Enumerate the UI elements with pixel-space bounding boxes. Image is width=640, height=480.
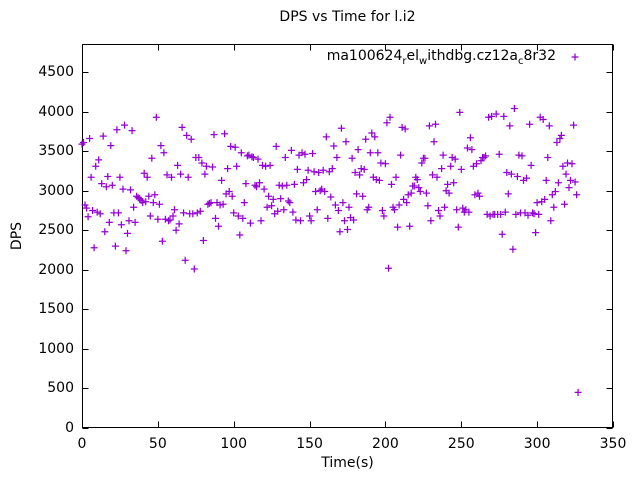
- x-tick-label: 250: [447, 436, 475, 452]
- legend-text-subscript: w: [419, 55, 428, 67]
- legend-text: el: [406, 48, 420, 64]
- y-tick-label: 4500: [38, 64, 74, 81]
- legend-marker-icon: [571, 53, 579, 61]
- x-tick-label: 50: [148, 436, 167, 452]
- y-tick-label: 2000: [38, 261, 74, 278]
- data-points: [78, 105, 582, 396]
- x-tick-label: 150: [296, 436, 323, 452]
- x-tick-label: 350: [599, 436, 627, 452]
- chart-title: DPS vs Time for l.i2: [279, 9, 416, 25]
- y-tick-label: 1000: [38, 340, 74, 357]
- legend-text-subscript: c: [518, 55, 524, 67]
- legend-text: 8r32: [523, 48, 556, 64]
- y-tick-label: 4000: [38, 103, 74, 120]
- y-tick-label: 3000: [38, 182, 74, 199]
- x-axis-label: Time(s): [321, 455, 374, 471]
- x-tick-label: 200: [372, 436, 399, 452]
- legend-text-subscript: r: [402, 55, 407, 67]
- axis-ticks: [82, 44, 614, 429]
- plot-area: [78, 44, 614, 429]
- plot-border: [82, 44, 613, 428]
- x-tick-label: 100: [220, 436, 248, 452]
- scatter-plot-svg: [78, 44, 614, 429]
- y-tick-label: 1500: [38, 301, 74, 318]
- y-tick-label: 2500: [38, 222, 74, 239]
- y-tick-label: 500: [47, 380, 74, 397]
- x-tick-label: 300: [523, 436, 551, 452]
- legend-label: ma100624relwithdbg.cz12ac8r32: [290, 48, 556, 66]
- y-tick-label: 3500: [38, 143, 74, 160]
- legend-text: ithdbg.cz12a: [427, 48, 519, 64]
- x-tick-label: 0: [77, 436, 87, 452]
- legend-text: ma100624: [326, 48, 403, 64]
- y-tick-label: 0: [65, 420, 74, 436]
